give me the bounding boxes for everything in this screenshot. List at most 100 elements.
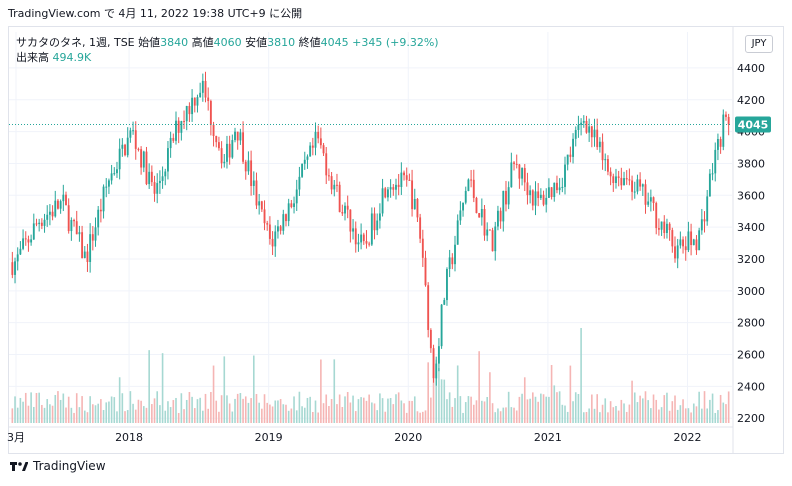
candle-body	[244, 161, 247, 172]
y-tick-label: 3800	[737, 157, 765, 170]
volume-bar	[102, 410, 105, 423]
volume-bar	[290, 408, 293, 423]
brand-name: TradingView	[33, 459, 106, 473]
candle-body	[378, 213, 381, 221]
candle-body	[424, 257, 427, 286]
volume-bar	[497, 408, 499, 423]
candle-body	[537, 191, 540, 199]
tradingview-logo-icon	[10, 462, 28, 471]
candle-body	[344, 205, 346, 214]
candle-body	[336, 184, 338, 186]
candle-body	[188, 105, 191, 115]
volume-bar	[263, 394, 266, 423]
volume-bar	[67, 396, 70, 423]
volume-bar	[719, 394, 722, 423]
volume-bar	[521, 393, 523, 423]
candle-body	[354, 228, 357, 245]
volume-bar	[416, 411, 419, 423]
candle-body	[277, 226, 279, 232]
volume-bar	[674, 395, 676, 423]
price-axis: 2200240026002800300032003400360038004000…	[9, 27, 765, 453]
volume-bar	[438, 368, 440, 423]
volume-bar	[266, 402, 269, 423]
candle-body	[572, 138, 574, 157]
candle-body	[349, 209, 352, 232]
volume-bar	[108, 401, 110, 423]
volume-bar	[502, 407, 505, 423]
candle-body	[523, 168, 526, 183]
candle-body	[150, 171, 153, 183]
volume-bar	[199, 397, 201, 423]
volume-bar	[403, 403, 405, 423]
candle-body	[539, 194, 542, 199]
volume-bar	[19, 397, 22, 423]
candle-body	[674, 246, 676, 259]
candle-body	[647, 201, 650, 205]
volume-bar	[558, 391, 561, 423]
candle-body	[505, 190, 507, 205]
volume-bar	[97, 403, 99, 423]
candle-body	[609, 171, 612, 177]
volume-bar	[357, 399, 360, 423]
volume-bar	[242, 398, 244, 423]
candle-body	[142, 151, 145, 168]
candle-body	[564, 164, 566, 187]
volume-bar	[523, 377, 526, 423]
volume-bar	[717, 410, 719, 423]
candle-body	[234, 131, 236, 141]
volume-bar	[636, 402, 639, 423]
candle-body	[521, 168, 524, 179]
candle-body	[226, 143, 228, 162]
candle-body	[242, 132, 245, 162]
candle-body	[714, 149, 717, 174]
volume-bar	[534, 396, 537, 423]
candle-body	[124, 144, 126, 156]
volume-bar	[483, 401, 486, 423]
symbol-label: サカタのタネ, 1週, TSE	[16, 36, 135, 49]
candle-body	[94, 227, 97, 241]
volume-bar	[16, 407, 19, 423]
candle-body	[59, 201, 62, 209]
candle-body	[62, 194, 65, 202]
volume-bar	[701, 408, 703, 423]
candle-body	[212, 124, 215, 137]
candle-body	[612, 176, 615, 184]
volume-bar	[145, 407, 148, 423]
volume-bar	[247, 402, 250, 423]
footer-brand[interactable]: TradingView	[10, 459, 106, 473]
candle-body	[719, 138, 722, 147]
volume-bar	[666, 392, 668, 423]
candle-body	[309, 145, 312, 157]
candle-body	[708, 173, 711, 197]
currency-button[interactable]: JPY	[745, 35, 773, 53]
candle-body	[105, 186, 108, 188]
volume-bar	[140, 400, 142, 423]
candle-body	[81, 232, 84, 258]
candle-body	[483, 209, 486, 236]
candle-body	[274, 231, 277, 247]
volume-bar	[183, 409, 185, 423]
candle-body	[247, 160, 250, 172]
volume-bar	[387, 398, 389, 423]
candle-body	[397, 184, 400, 188]
volume-bar	[684, 408, 687, 423]
candle-body	[346, 205, 349, 210]
candle-body	[432, 348, 435, 379]
change-value: +345 (+9.32%)	[352, 36, 439, 49]
candle-body	[295, 189, 298, 204]
volume-row: 出来高 494.9K	[16, 50, 439, 65]
volume-bar	[41, 404, 43, 423]
volume-bar	[491, 403, 494, 423]
close-value: 4045	[320, 36, 349, 49]
volume-bar	[105, 402, 108, 423]
volume-bar	[430, 397, 432, 423]
candle-body	[352, 228, 355, 232]
volume-bar	[362, 397, 365, 423]
candle-body	[301, 163, 304, 177]
volume-bar	[142, 406, 145, 423]
candle-body	[395, 184, 397, 190]
candle-body	[440, 304, 443, 347]
candle-body	[252, 180, 255, 186]
candle-body	[569, 154, 572, 157]
